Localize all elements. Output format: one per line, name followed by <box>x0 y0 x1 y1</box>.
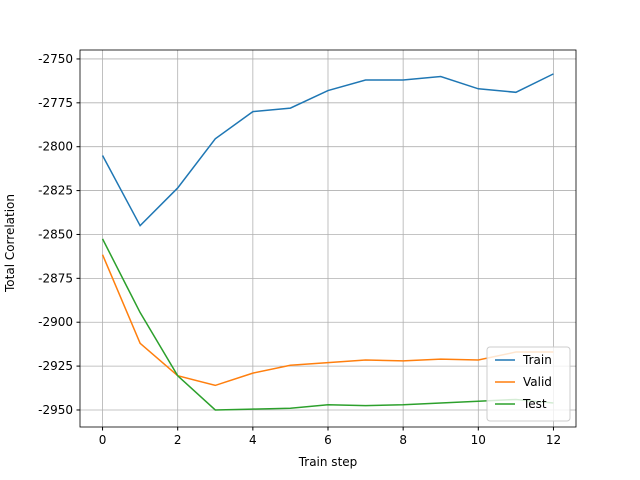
line-series <box>101 238 554 411</box>
x-tick-label: 10 <box>471 433 486 447</box>
y-tick-label: -2875 <box>38 271 73 285</box>
y-tick-label: -2775 <box>38 96 73 110</box>
legend-label: Valid <box>523 375 552 389</box>
plot-frame <box>79 49 577 428</box>
y-tick-label: -2900 <box>38 315 73 329</box>
x-tick-label: 12 <box>546 433 561 447</box>
x-tick-label: 8 <box>399 433 407 447</box>
x-tick-label: 0 <box>99 433 107 447</box>
y-axis-label: Total Correlation <box>3 194 17 293</box>
legend-label: Train <box>522 353 552 367</box>
y-tick-label: -2825 <box>38 184 73 198</box>
x-tick-label: 4 <box>249 433 257 447</box>
line-series <box>101 73 554 227</box>
y-tick-label: -2800 <box>38 140 73 154</box>
legend-label: Test <box>522 397 547 411</box>
x-tick-label: 2 <box>174 433 182 447</box>
y-tick-label: -2950 <box>38 403 73 417</box>
x-axis-label: Train step <box>298 455 358 469</box>
legend-box <box>486 346 571 422</box>
y-tick-label: -2925 <box>38 359 73 373</box>
x-tick-label: 6 <box>324 433 332 447</box>
y-tick-label: -2850 <box>38 227 73 241</box>
y-tick-label: -2750 <box>38 52 73 66</box>
